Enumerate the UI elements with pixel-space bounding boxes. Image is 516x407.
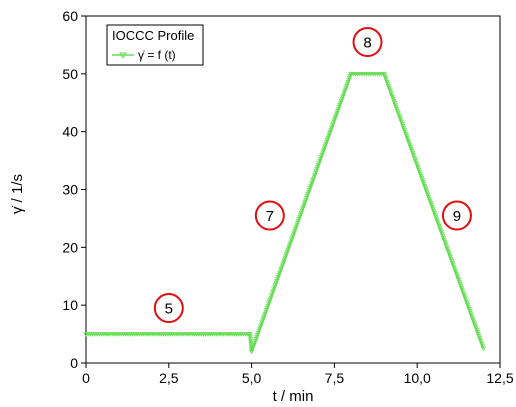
annotation-label: 9 (453, 208, 461, 225)
y-tick-label: 30 (62, 182, 78, 198)
series-point (248, 339, 254, 345)
x-tick-label: 5,0 (242, 370, 262, 386)
y-axis-label: γ̇ / 1/s (9, 174, 26, 214)
annotation-circle (352, 27, 383, 58)
annotation-circle (441, 200, 472, 231)
annotation-marker: 7 (254, 200, 285, 231)
annotation-layer: 5 7 8 9 (153, 27, 472, 324)
y-tick-label: 10 (62, 297, 78, 313)
annotation-marker: 5 (153, 293, 184, 324)
y-tick-label: 50 (62, 66, 78, 82)
x-tick-label: 0 (82, 370, 90, 386)
series-point (247, 334, 253, 340)
y-tick-label: 60 (62, 8, 78, 24)
annotation-label: 5 (165, 301, 173, 318)
y-tick-label: 40 (62, 124, 78, 140)
y-axis: 0 10 20 30 40 50 60 (62, 8, 86, 371)
series-line (86, 73, 485, 352)
x-tick-label: 7,5 (325, 370, 345, 386)
legend: IOCCC Profile γ̇ = f (t) (106, 24, 204, 66)
y-tick-label: 20 (62, 239, 78, 255)
x-axis-label: t / min (273, 388, 314, 405)
annotation-circle (153, 293, 184, 324)
series-point (248, 344, 254, 350)
annotation-label: 8 (363, 35, 371, 52)
x-tick-label: 10,0 (404, 370, 431, 386)
annotation-marker: 8 (352, 27, 383, 58)
annotation-label: 7 (266, 208, 274, 225)
legend-swatch-marker (119, 52, 127, 59)
series-layer (83, 71, 487, 355)
x-axis: 0 2,5 5,0 7,5 10,0 12,5 (82, 363, 514, 386)
series-point (247, 332, 253, 337)
plot-area (85, 15, 501, 364)
x-tick-label: 2,5 (159, 370, 179, 386)
y-tick-label: 0 (70, 355, 78, 371)
legend-title: IOCCC Profile (112, 28, 194, 43)
annotation-circle (254, 200, 285, 231)
series-point (480, 346, 487, 352)
annotation-marker: 9 (441, 200, 472, 231)
series-point (248, 347, 254, 352)
legend-entry: γ̇ = f (t) (138, 48, 176, 62)
series-point (247, 337, 254, 342)
x-tick-label: 12,5 (486, 370, 513, 386)
